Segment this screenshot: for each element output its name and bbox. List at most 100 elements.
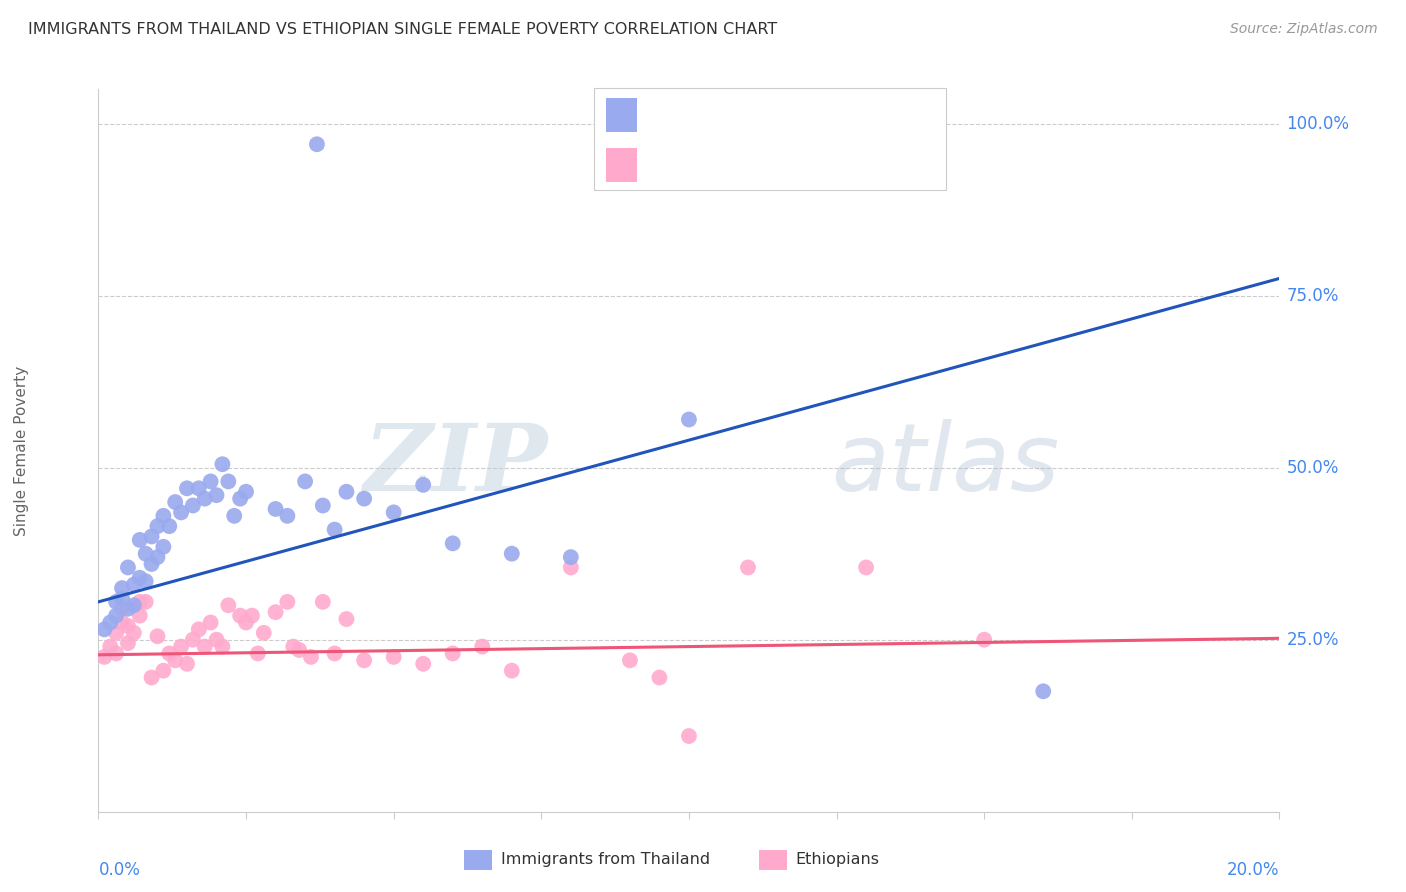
Point <box>111 591 134 606</box>
Point <box>111 615 134 630</box>
Point <box>128 595 150 609</box>
Point <box>117 636 139 650</box>
Point <box>98 640 121 654</box>
Point <box>122 599 145 613</box>
Text: R =  0.101   N = 52: R = 0.101 N = 52 <box>648 150 824 169</box>
Point <box>111 581 134 595</box>
Point <box>128 533 150 547</box>
Point <box>312 499 335 513</box>
Point <box>648 671 671 685</box>
Point <box>305 137 328 152</box>
Point <box>1032 684 1054 698</box>
Point <box>152 540 174 554</box>
Point <box>335 484 357 499</box>
Point <box>98 615 121 630</box>
Point <box>323 523 346 537</box>
Point <box>181 632 204 647</box>
Point <box>288 643 311 657</box>
Point <box>855 560 877 574</box>
Point <box>176 481 198 495</box>
Point <box>194 491 217 506</box>
Point <box>737 560 759 574</box>
Point <box>105 595 128 609</box>
Point <box>211 457 233 471</box>
Point <box>135 547 157 561</box>
Point <box>176 657 198 671</box>
Point <box>235 615 257 630</box>
Point <box>229 491 252 506</box>
Text: 50.0%: 50.0% <box>1286 458 1339 476</box>
Point <box>501 547 523 561</box>
Point <box>294 475 316 489</box>
Point <box>181 499 204 513</box>
Point <box>165 495 187 509</box>
Point <box>560 550 582 565</box>
Point <box>122 577 145 591</box>
Point <box>235 484 257 499</box>
Point <box>240 608 263 623</box>
Point <box>205 488 228 502</box>
Point <box>353 491 375 506</box>
Point <box>323 647 346 661</box>
Point <box>146 550 169 565</box>
Point <box>111 601 134 615</box>
Point <box>217 599 239 613</box>
Point <box>165 653 187 667</box>
Point <box>412 657 434 671</box>
Point <box>152 664 174 678</box>
Point <box>501 664 523 678</box>
Point <box>973 632 995 647</box>
Point <box>299 649 322 664</box>
Text: 75.0%: 75.0% <box>1286 286 1339 305</box>
Point <box>441 647 464 661</box>
Point <box>205 632 228 647</box>
Point <box>276 508 298 523</box>
Point <box>122 625 145 640</box>
Text: Source: ZipAtlas.com: Source: ZipAtlas.com <box>1230 22 1378 37</box>
Point <box>187 481 209 495</box>
Point <box>93 623 115 637</box>
Point <box>105 608 128 623</box>
Point <box>135 574 157 589</box>
Point <box>312 595 335 609</box>
Point <box>560 560 582 574</box>
Point <box>146 629 169 643</box>
Point <box>146 519 169 533</box>
Text: atlas: atlas <box>831 419 1059 510</box>
Point <box>141 529 163 543</box>
Point <box>187 623 209 637</box>
Text: Ethiopians: Ethiopians <box>796 853 880 867</box>
Point <box>93 649 115 664</box>
Point <box>117 619 139 633</box>
Point <box>128 571 150 585</box>
Text: 100.0%: 100.0% <box>1286 114 1350 133</box>
Point <box>441 536 464 550</box>
Point <box>105 625 128 640</box>
Text: 25.0%: 25.0% <box>1286 631 1339 648</box>
Point <box>382 505 405 519</box>
Point <box>471 640 494 654</box>
Point <box>170 640 193 654</box>
Text: R = 0.442   N = 49: R = 0.442 N = 49 <box>648 112 818 131</box>
Text: Single Female Poverty: Single Female Poverty <box>14 366 28 535</box>
Text: Immigrants from Thailand: Immigrants from Thailand <box>501 853 710 867</box>
Point <box>152 508 174 523</box>
Text: 0.0%: 0.0% <box>98 861 141 879</box>
Text: 20.0%: 20.0% <box>1227 861 1279 879</box>
Point <box>678 729 700 743</box>
Text: ZIP: ZIP <box>363 420 547 510</box>
Point <box>128 608 150 623</box>
Point <box>264 502 287 516</box>
Point <box>217 475 239 489</box>
Point <box>157 647 180 661</box>
Point <box>283 640 305 654</box>
Point <box>253 625 276 640</box>
Point <box>141 671 163 685</box>
Point <box>141 557 163 571</box>
Point <box>200 475 222 489</box>
Point <box>117 560 139 574</box>
Point <box>117 601 139 615</box>
Point <box>412 478 434 492</box>
Point <box>276 595 298 609</box>
Point <box>105 647 128 661</box>
